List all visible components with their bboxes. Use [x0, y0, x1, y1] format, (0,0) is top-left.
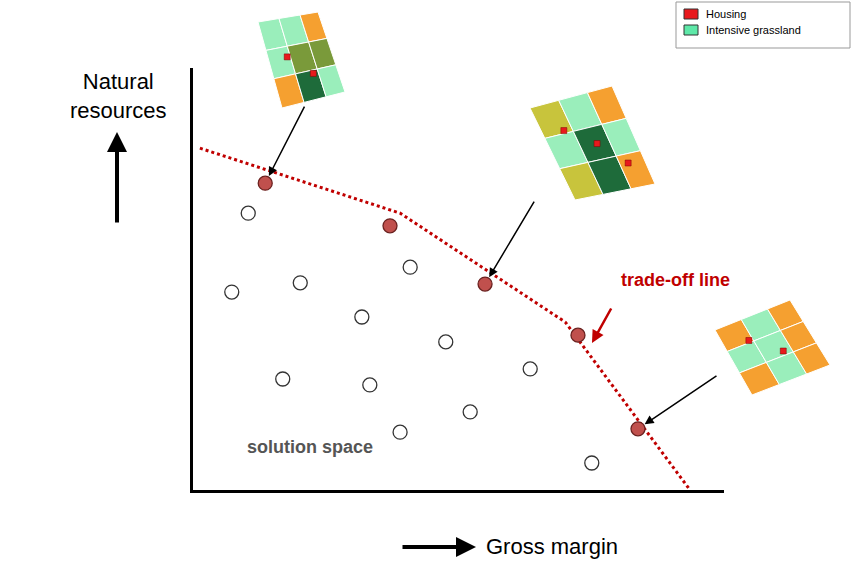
svg-text:trade-off line: trade-off line — [621, 270, 730, 290]
svg-text:Housing: Housing — [706, 8, 746, 20]
svg-text:solution space: solution space — [247, 437, 373, 457]
svg-text:Intensive grassland: Intensive grassland — [706, 24, 801, 36]
svg-text:Naturalresources: Naturalresources — [70, 69, 167, 123]
svg-text:Gross margin: Gross margin — [486, 534, 618, 559]
